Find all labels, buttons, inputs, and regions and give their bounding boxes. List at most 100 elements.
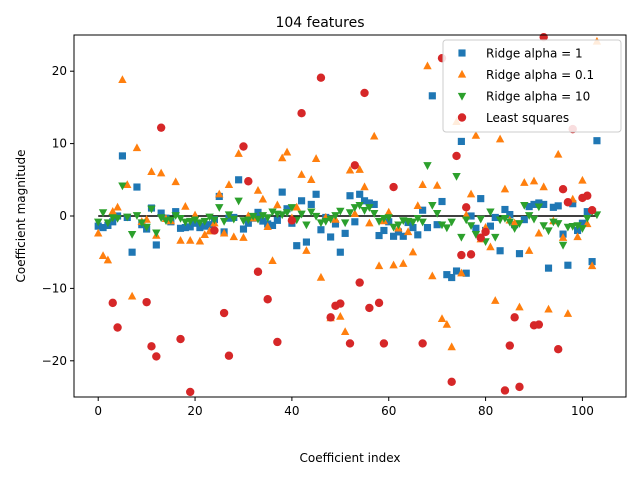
data-point: [263, 295, 272, 304]
data-point: [500, 386, 510, 395]
data-point: [224, 211, 234, 220]
data-point: [457, 233, 466, 242]
data-point: [273, 337, 282, 347]
data-point: [360, 197, 369, 205]
data-point: [234, 197, 243, 206]
data-point: [510, 225, 519, 233]
data-point: [457, 268, 466, 277]
data-point: [370, 209, 379, 218]
data-point: [534, 203, 544, 212]
data-point: [510, 218, 519, 227]
data-point: [302, 221, 311, 230]
data-point: [452, 267, 461, 275]
data-point: [147, 167, 156, 175]
data-point: [327, 233, 335, 241]
data-point: [477, 195, 485, 203]
data-point: [452, 151, 461, 161]
data-point: [224, 180, 234, 189]
data-point: [278, 211, 287, 220]
data-point: [408, 247, 418, 256]
data-point: [462, 269, 470, 277]
data-point: [128, 248, 136, 256]
data-point: [399, 232, 407, 240]
data-point: [447, 218, 456, 227]
data-point: [418, 180, 427, 189]
data-point: [316, 73, 326, 82]
data-point: [564, 261, 572, 269]
y-tick-label: 0: [59, 209, 67, 223]
data-point: [365, 303, 374, 313]
data-point: [558, 233, 568, 241]
x-axis-label: Coefficient index: [300, 451, 401, 465]
data-point: [558, 241, 568, 250]
data-point: [524, 212, 534, 220]
data-point: [176, 224, 185, 232]
data-point: [448, 273, 456, 282]
data-point: [466, 189, 476, 198]
data-point: [486, 208, 495, 217]
data-point: [176, 215, 185, 223]
data-point: [98, 209, 108, 217]
data-point: [389, 223, 398, 232]
data-point: [195, 236, 205, 245]
data-point: [297, 170, 306, 178]
data-point: [375, 231, 383, 240]
data-point: [413, 201, 422, 210]
data-point: [500, 184, 510, 193]
data-point: [166, 216, 176, 225]
data-point: [259, 217, 267, 225]
data-point: [186, 235, 195, 244]
data-point: [287, 204, 297, 212]
data-point: [210, 226, 219, 235]
data-point: [268, 221, 277, 229]
data-point: [525, 203, 533, 211]
data-point: [171, 177, 180, 186]
data-point: [258, 194, 268, 203]
legend-label: Ridge alpha = 1: [486, 47, 583, 61]
data-point: [524, 246, 534, 254]
data-point: [215, 204, 224, 212]
data-point: [205, 213, 214, 222]
data-point: [544, 304, 553, 313]
data-point: [491, 233, 500, 242]
data-point: [283, 205, 291, 213]
y-axis-ticks: −20 −10 0 10 20: [42, 64, 74, 368]
data-point: [152, 352, 161, 361]
data-point: [520, 216, 528, 224]
y-tick-label: 10: [52, 137, 67, 151]
data-point: [578, 175, 587, 184]
data-point: [239, 233, 248, 241]
data-point: [254, 208, 262, 216]
data-point: [297, 108, 306, 118]
data-point: [409, 224, 417, 232]
data-point: [573, 222, 582, 231]
data-point: [229, 215, 238, 224]
data-point: [340, 327, 350, 335]
x-tick-label: 60: [381, 404, 396, 418]
data-point: [235, 176, 243, 184]
data-point: [443, 271, 451, 279]
data-point: [394, 221, 403, 230]
data-point: [365, 204, 374, 212]
data-point: [336, 248, 344, 256]
data-point: [587, 206, 597, 215]
data-point: [530, 200, 538, 208]
data-points-layer: [94, 32, 602, 397]
data-point: [549, 203, 557, 211]
x-axis-ticks: 0 20 40 60 80 100: [94, 397, 594, 418]
data-point: [515, 220, 524, 228]
data-point: [380, 226, 388, 235]
data-point: [554, 149, 563, 158]
data-point: [113, 215, 122, 223]
data-point: [317, 226, 325, 234]
data-point: [132, 143, 142, 152]
data-point: [298, 197, 306, 205]
data-point: [510, 313, 519, 322]
data-point: [486, 222, 494, 230]
data-point: [311, 212, 321, 221]
data-point: [345, 209, 355, 217]
data-point: [505, 341, 514, 350]
data-point: [147, 342, 156, 351]
data-point: [336, 312, 345, 320]
